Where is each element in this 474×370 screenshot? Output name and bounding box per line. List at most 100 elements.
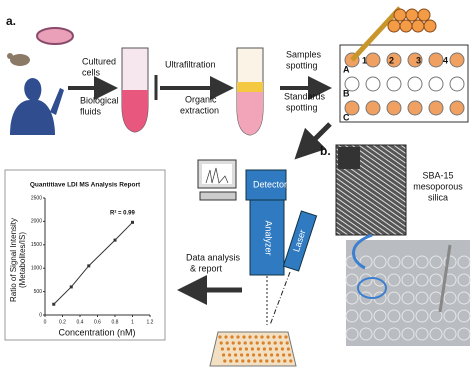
y-tick-label: 2000 (31, 219, 42, 225)
well (415, 273, 429, 287)
spot (240, 353, 244, 357)
spot (226, 347, 230, 351)
well (359, 327, 373, 341)
label: mesoporous (413, 181, 463, 191)
spot (276, 353, 280, 357)
label: Data analysis (186, 252, 241, 262)
plate-column: 3 (416, 55, 421, 65)
spot (279, 341, 283, 345)
label: Analyzer (264, 220, 274, 255)
chart-title: Quantitiave LDI MS Analysis Report (30, 182, 141, 189)
label: fluids (80, 106, 102, 116)
spot (224, 335, 228, 339)
well (373, 327, 387, 341)
well (415, 255, 429, 269)
point (131, 220, 134, 224)
spot (260, 335, 264, 339)
x-axis-label: Concentration (nM) (58, 327, 135, 337)
spot (230, 335, 234, 339)
well (415, 309, 429, 323)
point (87, 264, 91, 268)
spot (249, 341, 253, 345)
well (401, 291, 415, 305)
label: Samples (286, 49, 322, 59)
well (457, 327, 471, 341)
label: Standards (284, 91, 326, 101)
calibration-chart: 0 500 1000 1500 2000 2500 0 0.2 0.4 0.6 0.8 1 1.2 (31, 195, 154, 325)
y-tick-label: 0 (39, 312, 42, 318)
spot (271, 359, 275, 363)
well (365, 76, 381, 92)
spot (228, 353, 232, 357)
well (449, 100, 465, 116)
label: spotting (286, 102, 318, 112)
spot (237, 341, 241, 345)
spot (259, 359, 263, 363)
spot (256, 347, 260, 351)
well (401, 327, 415, 341)
well (443, 327, 457, 341)
spot (268, 347, 272, 351)
tube (387, 19, 401, 33)
y-axis-label: Ratio of Signal Intensity (9, 218, 18, 302)
tube (399, 19, 413, 33)
spot (222, 353, 226, 357)
well (373, 255, 387, 269)
spot (270, 353, 274, 357)
spot (219, 341, 223, 345)
spot (272, 335, 276, 339)
well (365, 52, 381, 68)
y-tick-label: 1000 (31, 266, 42, 272)
spot (274, 347, 278, 351)
y-axis-label: (Metabolites/IS) (18, 232, 27, 288)
spot (231, 341, 235, 345)
well (359, 273, 373, 287)
label: spotting (286, 60, 318, 70)
well (429, 273, 443, 287)
label: cells (82, 67, 101, 77)
spot (218, 335, 222, 339)
well (387, 327, 401, 341)
spot (277, 359, 281, 363)
spot (247, 359, 251, 363)
spot (243, 341, 247, 345)
x-tick-label: 1.2 (147, 319, 154, 325)
spot (252, 353, 256, 357)
well (407, 76, 423, 92)
well (429, 255, 443, 269)
spot (254, 335, 258, 339)
tube (423, 19, 437, 33)
spot (236, 335, 240, 339)
well (387, 273, 401, 287)
spot (265, 359, 269, 363)
well (449, 52, 465, 68)
spot (229, 359, 233, 363)
well (429, 309, 443, 323)
well (407, 100, 423, 116)
spot (273, 341, 277, 345)
label: Biological (80, 95, 119, 105)
illustration: 1 2 3 4 A B C (4, 6, 471, 367)
well (401, 273, 415, 287)
spot (282, 353, 286, 357)
spot (250, 347, 254, 351)
label: Organic (185, 94, 217, 104)
spot (258, 353, 262, 357)
well (415, 327, 429, 341)
x-tick-label: 0.6 (94, 319, 101, 325)
spot (238, 347, 242, 351)
well (345, 291, 359, 305)
plate-column: 2 (389, 55, 394, 65)
spot (241, 359, 245, 363)
spot (264, 353, 268, 357)
x-tick-label: 0 (44, 319, 47, 325)
spot (278, 335, 282, 339)
well (443, 255, 457, 269)
well (387, 309, 401, 323)
y-tick-label: 500 (34, 289, 43, 295)
well (415, 291, 429, 305)
plate-row: C (343, 112, 350, 122)
well (457, 255, 471, 269)
well (345, 309, 359, 323)
label: extraction (180, 105, 219, 115)
